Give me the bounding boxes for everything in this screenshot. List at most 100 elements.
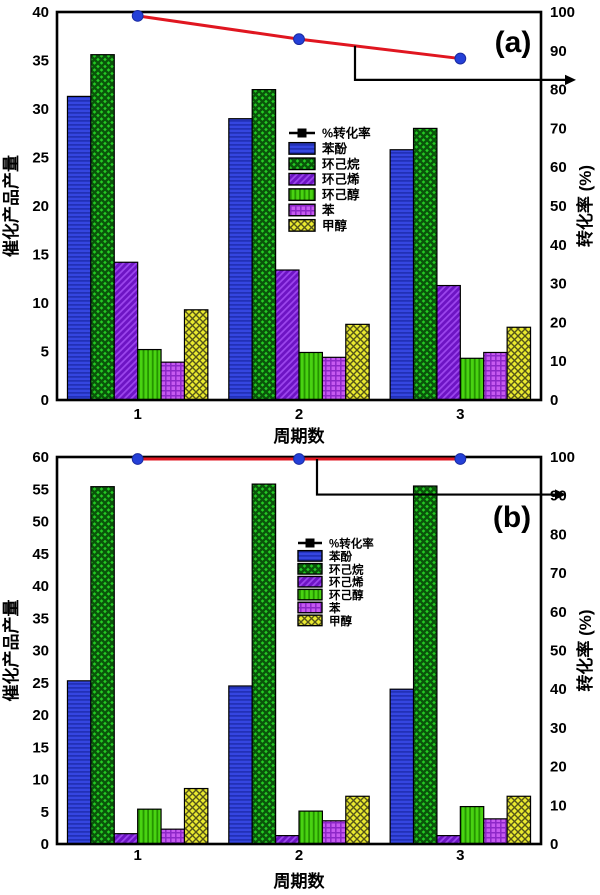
y-left-tick-label: 10 xyxy=(32,295,49,312)
legend-label: 环己烷 xyxy=(322,156,360,171)
x-tick-label: 2 xyxy=(295,406,303,423)
y-left-tick-label: 60 xyxy=(32,449,49,466)
y-left-tick-label: 15 xyxy=(32,739,49,756)
bar-甲醇-cycle-2 xyxy=(345,795,370,845)
x-tick-label: 1 xyxy=(133,847,141,864)
y-right-tick-label: 10 xyxy=(550,353,567,370)
legend-swatch-甲醇 xyxy=(297,614,323,627)
legend-label: 环己醇 xyxy=(329,588,364,602)
y-right-tick-label: 90 xyxy=(550,43,567,60)
y-right-tick-label: 10 xyxy=(550,797,567,814)
x-tick-label: 1 xyxy=(133,406,141,423)
legend-square-marker-icon xyxy=(305,538,315,548)
legend-label: 环己烷 xyxy=(329,562,364,576)
y-left-tick-label: 35 xyxy=(32,610,49,627)
bar-环己烷-cycle-1 xyxy=(90,486,115,845)
y-right-tick-label: 0 xyxy=(550,836,558,853)
bar-甲醇-cycle-3 xyxy=(506,326,532,401)
bar-环己醇-cycle-2 xyxy=(298,810,323,845)
bar-苯-cycle-1 xyxy=(160,828,186,845)
plot-frame xyxy=(55,455,543,846)
y-right-tick-label: 60 xyxy=(550,159,567,176)
y-right-axis-title: 转化率 (%) xyxy=(575,165,595,247)
chart-panel-b: 0 5 10 15 20 25 30 35 40 45 50 55 60 0 10 20 30 40 50 60 70 8… xyxy=(1,449,595,891)
y-left-tick-label: 0 xyxy=(41,836,49,853)
legend-swatch-苯 xyxy=(297,601,323,614)
x-axis-title: 周期数 xyxy=(274,426,326,446)
y-left-tick-label: 10 xyxy=(32,772,49,789)
bar-环己醇-cycle-1 xyxy=(137,348,162,401)
legend-swatch-苯酚 xyxy=(288,141,316,155)
annotation-elbow-line xyxy=(315,459,557,496)
y-right-tick-label: 80 xyxy=(550,82,567,99)
y-left-tick-label: 20 xyxy=(32,707,49,724)
legend-swatch-环己烷 xyxy=(297,562,323,575)
conversion-marker-cycle-3 xyxy=(454,52,467,65)
bar-环己烷-cycle-1 xyxy=(90,54,115,401)
conversion-marker-cycle-1 xyxy=(131,9,144,22)
bar-环己醇-cycle-3 xyxy=(459,357,485,401)
y-left-tick-label: 20 xyxy=(32,198,49,215)
y-right-tick-label: 30 xyxy=(550,720,567,737)
y-right-tick-label: 30 xyxy=(550,276,567,293)
bar-环己烯-cycle-1 xyxy=(113,261,139,401)
legend-swatch-环己醇 xyxy=(288,188,316,202)
y-right-tick-label: 70 xyxy=(550,120,567,137)
legend-square-marker-icon xyxy=(297,128,307,138)
y-right-tick-label: 20 xyxy=(550,314,567,331)
legend-label: 甲醇 xyxy=(322,218,348,233)
bar-甲醇-cycle-3 xyxy=(506,795,532,845)
legend-label: 甲醇 xyxy=(329,614,352,628)
y-left-axis-title: 催化产品产量 xyxy=(1,155,21,257)
bar-苯-cycle-1 xyxy=(160,361,186,401)
legend-label: %转化率 xyxy=(329,537,374,551)
x-tick-label: 2 xyxy=(295,847,303,864)
bar-环己烯-cycle-2 xyxy=(275,269,300,401)
bar-苯-cycle-2 xyxy=(321,356,347,401)
bar-甲醇-cycle-2 xyxy=(345,323,370,401)
legend-label: %转化率 xyxy=(322,126,371,141)
y-right-tick-label: 40 xyxy=(550,681,567,698)
y-left-tick-label: 45 xyxy=(32,546,49,563)
y-right-tick-label: 70 xyxy=(550,565,567,582)
bar-苯酚-cycle-2 xyxy=(228,118,253,401)
y-left-tick-label: 40 xyxy=(32,578,49,595)
bar-甲醇-cycle-1 xyxy=(183,787,209,845)
y-left-tick-label: 50 xyxy=(32,514,49,531)
bar-苯酚-cycle-3 xyxy=(389,688,415,845)
legend-swatch-甲醇 xyxy=(288,218,316,232)
legend-swatch-苯 xyxy=(288,203,316,217)
y-right-tick-label: 0 xyxy=(550,392,558,409)
conversion-marker-cycle-1 xyxy=(131,453,144,465)
y-left-tick-label: 25 xyxy=(32,675,49,692)
y-left-tick-label: 5 xyxy=(41,344,49,361)
legend-label: 环己醇 xyxy=(322,187,360,202)
y-left-tick-label: 0 xyxy=(41,392,49,409)
y-left-tick-label: 30 xyxy=(32,643,49,660)
y-left-tick-label: 55 xyxy=(32,481,49,498)
legend-label: 环己烯 xyxy=(329,575,364,589)
chart-panel-a: 0 5 10 15 20 25 30 35 40 0 10 20 30 40 50 60 70 80 90 100 1 2… xyxy=(1,4,595,446)
y-right-tick-label: 20 xyxy=(550,759,567,776)
x-axis-title: 周期数 xyxy=(274,871,326,891)
x-tick-label: 3 xyxy=(456,406,464,423)
panel-label: (b) xyxy=(493,501,531,534)
bar-苯酚-cycle-1 xyxy=(66,95,92,401)
legend-label: 环己烯 xyxy=(322,172,360,187)
y-right-tick-label: 100 xyxy=(550,4,575,21)
legend-label: 苯酚 xyxy=(321,141,348,156)
y-right-tick-label: 60 xyxy=(550,604,567,621)
bar-环己醇-cycle-1 xyxy=(137,808,162,845)
bar-环己烯-cycle-1 xyxy=(113,833,139,845)
legend-swatch-环己烯 xyxy=(288,172,316,186)
conversion-marker-cycle-2 xyxy=(293,453,305,465)
bar-环己烷-cycle-2 xyxy=(251,88,277,401)
annotation-elbow-line xyxy=(353,45,567,82)
y-right-tick-label: 50 xyxy=(550,643,567,660)
y-left-tick-label: 35 xyxy=(32,53,49,70)
annotation-arrowhead-icon xyxy=(555,489,566,500)
bar-环己烷-cycle-2 xyxy=(251,483,277,845)
conversion-marker-cycle-2 xyxy=(293,33,305,46)
plot-frame xyxy=(55,10,543,402)
